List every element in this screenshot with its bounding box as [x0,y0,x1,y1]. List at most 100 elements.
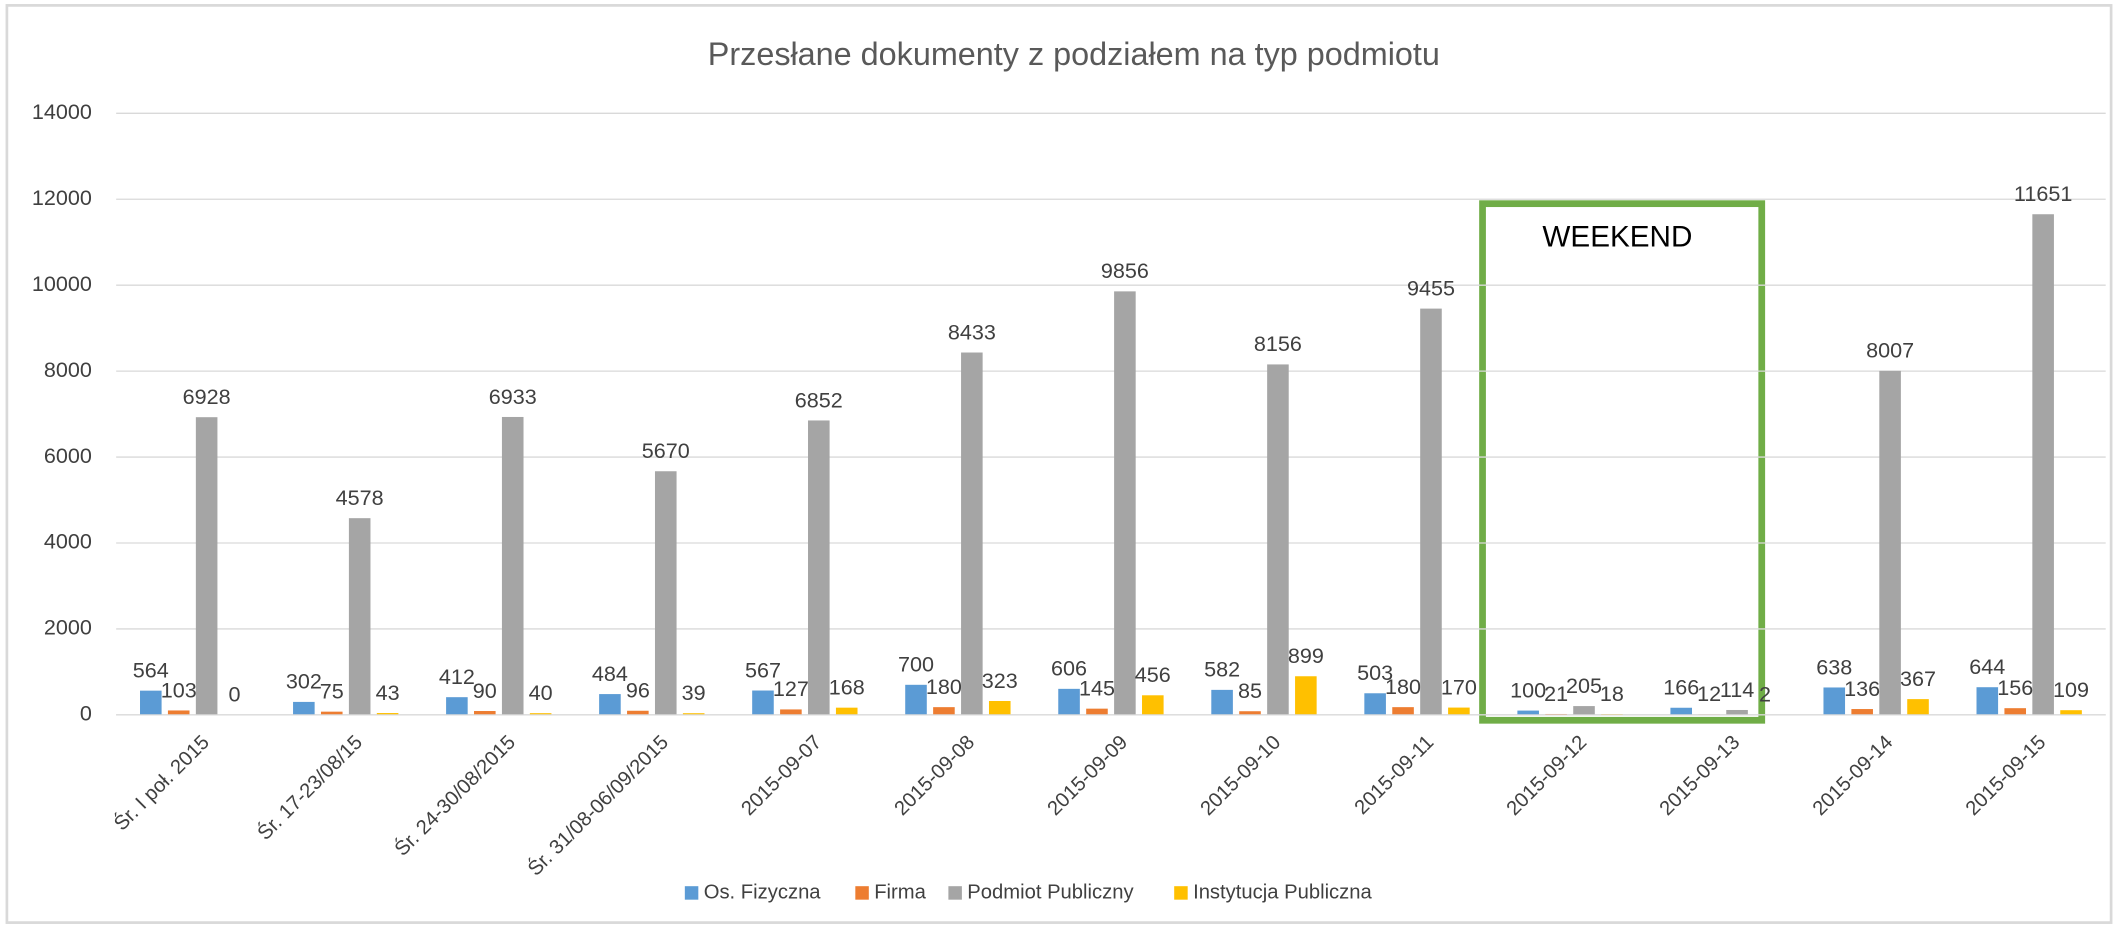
data-label: 899 [1288,643,1324,668]
bar [682,713,705,715]
y-tick-label: 6000 [44,443,92,468]
y-tick-label: 12000 [32,185,92,210]
bar [1086,708,1108,715]
bar [1517,710,1539,715]
data-label: 9856 [1101,258,1149,283]
bar [1392,707,1414,715]
data-label: 170 [1441,674,1477,699]
data-label: 638 [1816,654,1852,679]
data-label: 40 [529,680,553,705]
bar [599,694,621,715]
weekend-box [1479,200,1766,724]
bar [1058,688,1080,715]
data-label: 367 [1900,666,1936,691]
legend-swatch [855,886,869,900]
bar [474,711,496,715]
data-label: 85 [1238,678,1262,703]
bar [961,352,983,715]
data-label: 11651 [2014,181,2072,206]
data-label: 323 [982,668,1018,693]
bar [2060,710,2082,715]
data-label: 700 [898,652,934,677]
data-label: 21 [1544,681,1568,706]
bar [808,420,830,715]
data-label: 103 [161,677,197,702]
legend-label: Podmiot Publiczny [967,881,1134,903]
bar [446,697,468,715]
bar [1295,676,1317,715]
y-tick-label: 10000 [32,271,92,296]
bar [780,709,802,715]
data-label: 96 [626,678,650,703]
data-label: 166 [1663,675,1699,700]
bar [1851,709,1873,715]
bar [376,713,399,715]
data-label: 9455 [1407,275,1455,300]
legend-label: Firma [874,881,926,903]
bar [1907,699,1929,715]
data-label: 4578 [336,485,384,510]
data-label: 18 [1600,681,1624,706]
data-label: 8433 [948,319,996,344]
data-label: 8007 [1866,338,1914,363]
y-tick-label: 0 [80,701,92,726]
chart-title: Przesłane dokumenty z podziałem na typ p… [708,36,1440,72]
data-label: 6928 [183,384,231,409]
bar [1114,291,1136,715]
data-label: 156 [1997,675,2033,700]
data-label: 168 [829,674,865,699]
data-label: 180 [1385,674,1421,699]
bar [167,710,190,715]
data-label: 503 [1357,660,1393,685]
legend-swatch [684,886,699,900]
legend-swatch [948,886,962,900]
data-label: 180 [926,674,962,699]
bar [1364,693,1386,715]
data-label: 43 [376,680,400,705]
annotation: WEEKEND [1542,221,1692,254]
bar [1448,707,1470,715]
bar [348,518,371,715]
bar [654,471,677,715]
bar [835,707,858,715]
bar [529,713,552,715]
data-label: 2 [1759,682,1771,707]
data-label: 100 [1510,677,1546,702]
data-label: 302 [286,669,322,694]
bar [2032,214,2054,715]
data-label: 484 [592,661,628,686]
bar [1239,711,1261,715]
data-label: 412 [439,664,475,689]
data-label: 127 [773,676,809,701]
bar [2004,708,2027,715]
bar [1211,689,1233,715]
bar [501,416,524,715]
data-label: 136 [1844,676,1880,701]
data-label: 145 [1079,675,1115,700]
data-label: 8156 [1254,331,1302,356]
bar [1823,687,1846,715]
bar [1670,707,1693,715]
bar [905,684,927,715]
bar [933,707,955,715]
data-label: 39 [682,680,706,705]
bar [1573,706,1595,715]
y-tick-label: 14000 [32,99,92,124]
data-label: 456 [1135,662,1171,687]
data-label: 109 [2053,677,2089,702]
y-tick-label: 4000 [44,529,92,554]
bar [140,690,162,715]
bar [627,710,649,715]
data-label: 644 [1969,654,2005,679]
bar [320,711,343,715]
data-label: 0 [229,682,241,707]
data-label: 582 [1204,657,1240,682]
bar [1726,709,1748,715]
data-label: 114 [1720,677,1754,702]
data-label: 564 [133,657,169,682]
bar [195,417,218,715]
y-tick-label: 8000 [44,357,92,382]
bar [293,701,315,715]
data-label: 5670 [642,438,690,463]
